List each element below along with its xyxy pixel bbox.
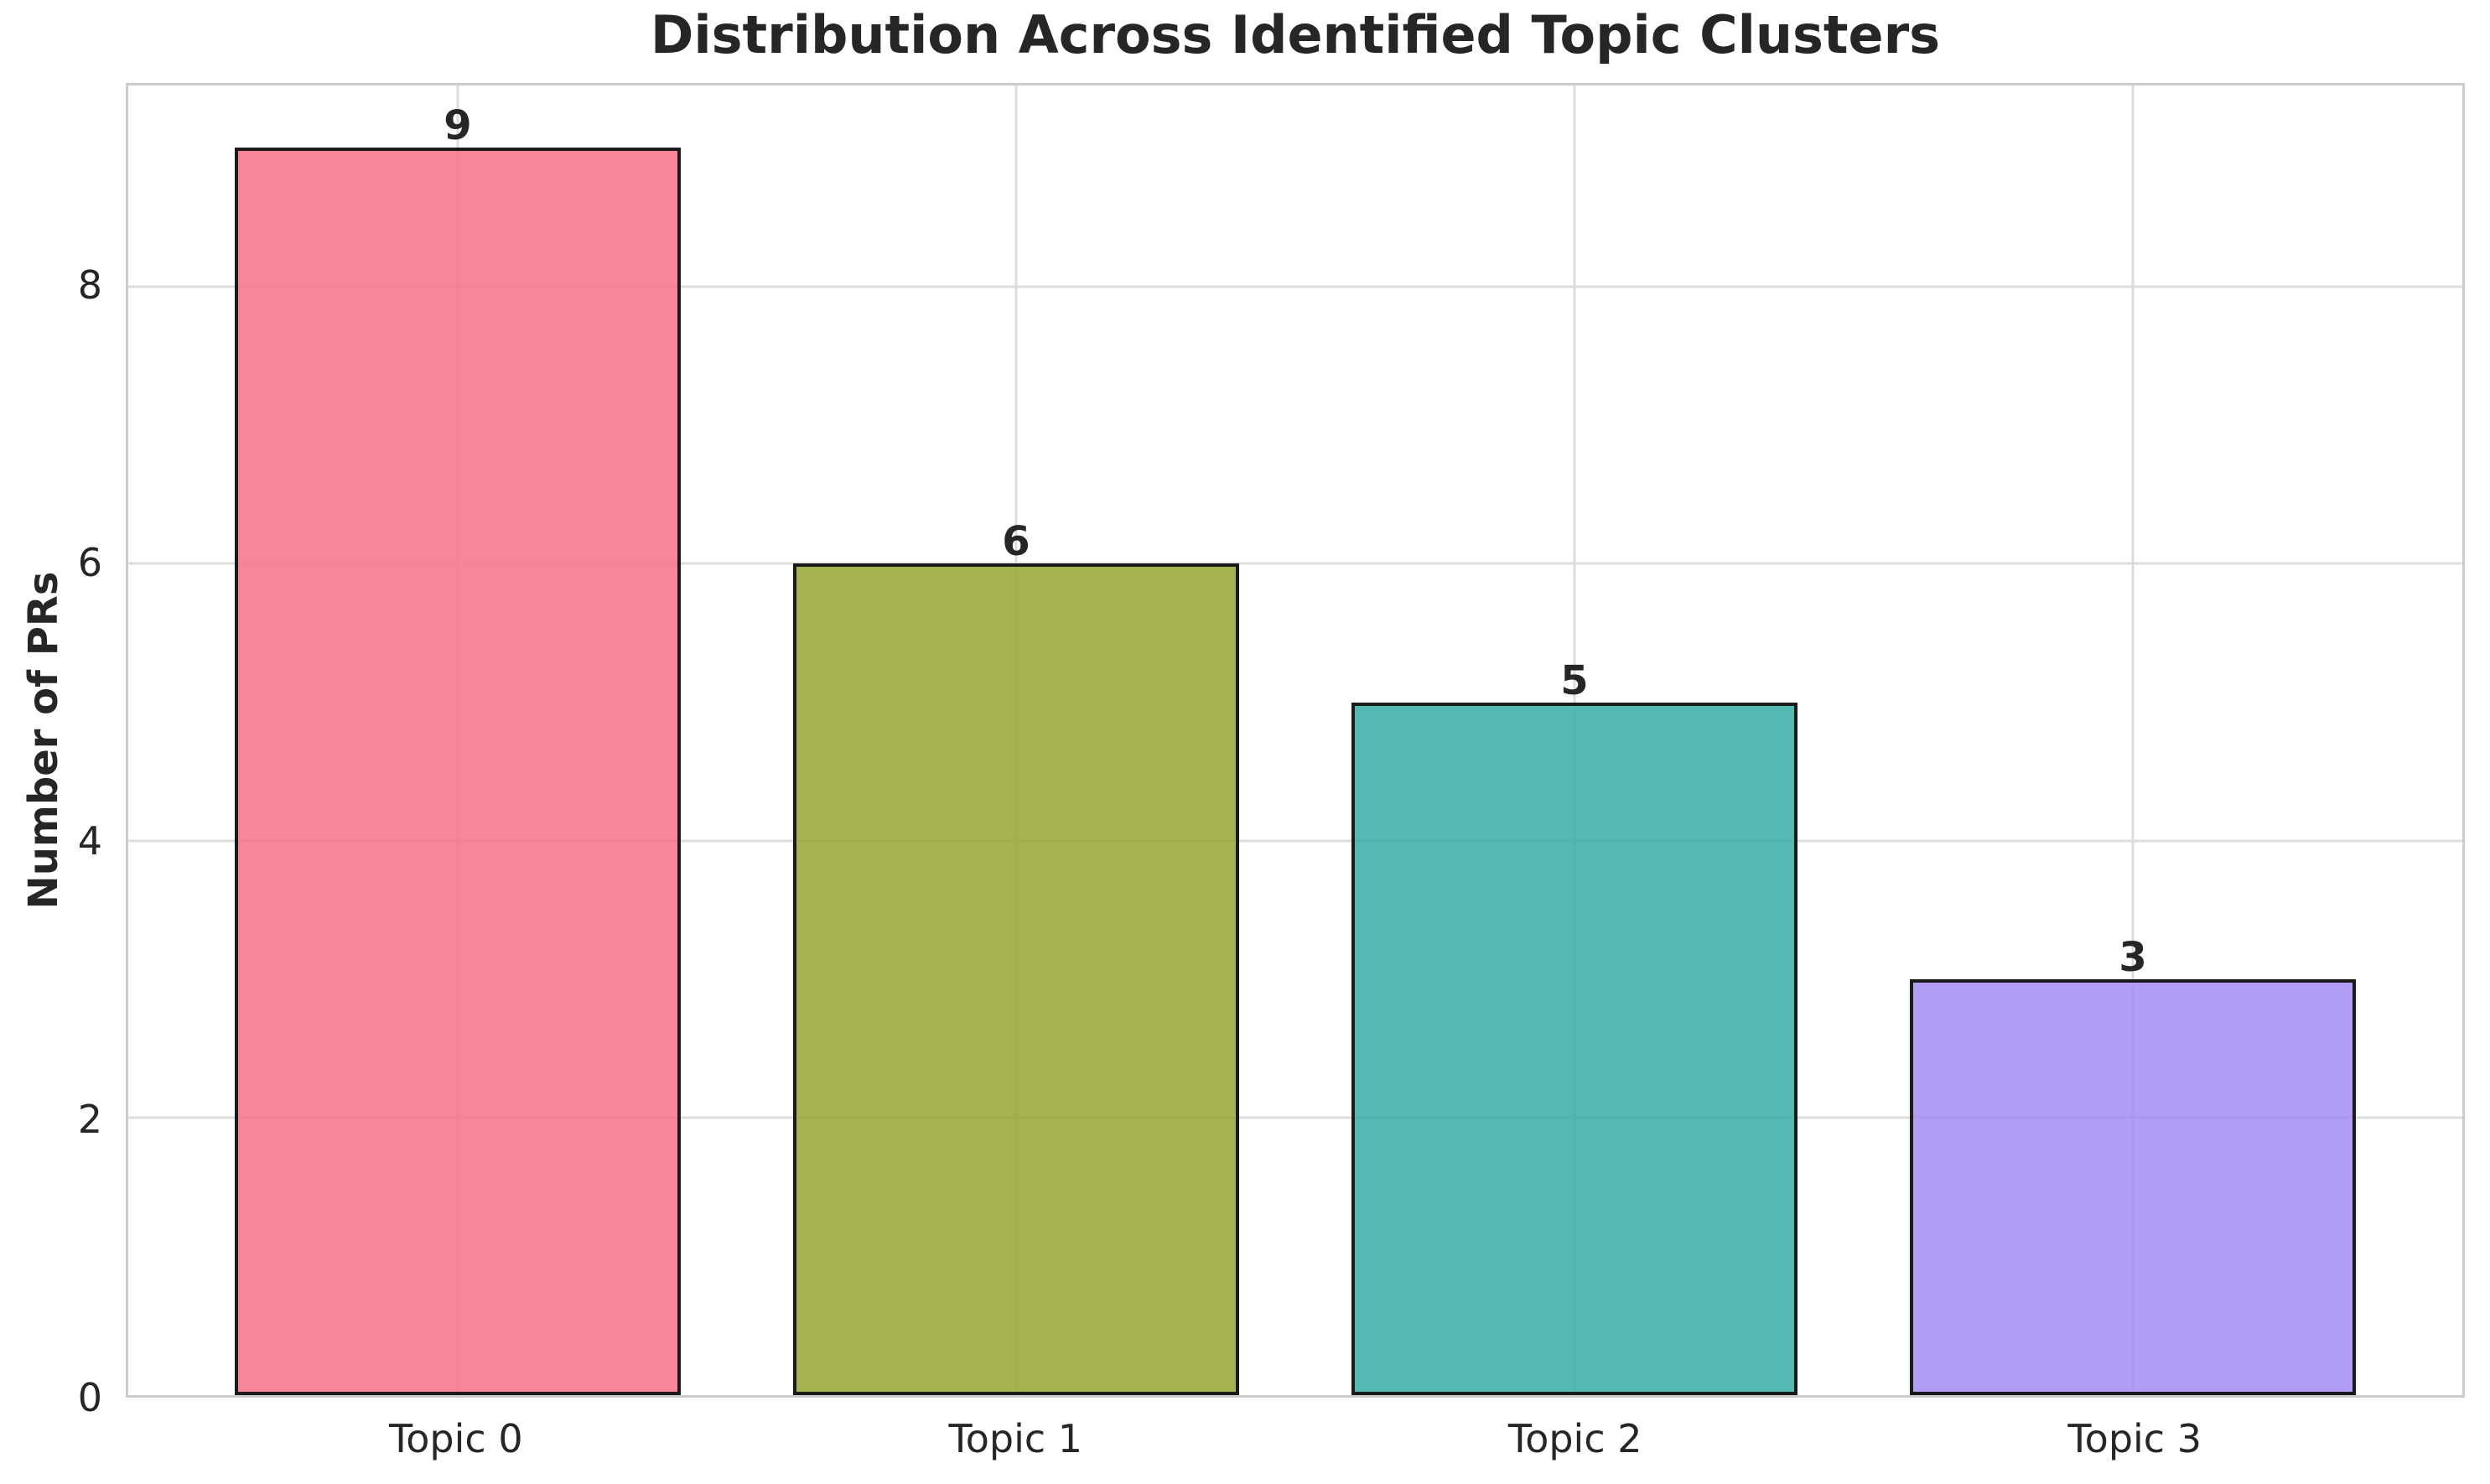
bar-value-topic-3: 3 [2119,934,2147,982]
bar-topic-1 [792,563,1240,1395]
plot-area: 9 6 5 3 [126,83,2465,1398]
chart-title: Distribution Across Identified Topic Clu… [650,4,1941,65]
gridline-horizontal [128,839,2462,843]
gridline-vertical [2131,86,2135,1395]
y-tick-label: 4 [77,818,102,864]
y-tick-label: 0 [77,1375,102,1420]
x-tick-label: Topic 3 [2067,1416,2202,1461]
x-tick-labels: Topic 0 Topic 1 Topic 2 Topic 3 [126,1398,2465,1484]
x-tick-label: Topic 1 [948,1416,1083,1461]
y-tick-label: 2 [77,1097,102,1143]
gridline-horizontal [128,562,2462,565]
bar-value-topic-0: 9 [444,102,472,150]
gridline-horizontal [128,1116,2462,1119]
y-tick-label: 8 [77,262,102,308]
bar-value-topic-2: 5 [1560,656,1589,704]
bar-value-topic-1: 6 [1002,518,1030,566]
x-tick-label: Topic 0 [389,1416,523,1461]
bar-topic-3 [1909,979,2357,1395]
y-tick-labels: 0 2 4 6 8 [0,83,102,1417]
y-tick-label: 6 [77,540,102,586]
x-tick-label: Topic 2 [1507,1416,1642,1461]
bar-topic-2 [1351,702,1798,1395]
bar-topic-0 [234,148,682,1395]
gridline-horizontal [128,285,2462,288]
